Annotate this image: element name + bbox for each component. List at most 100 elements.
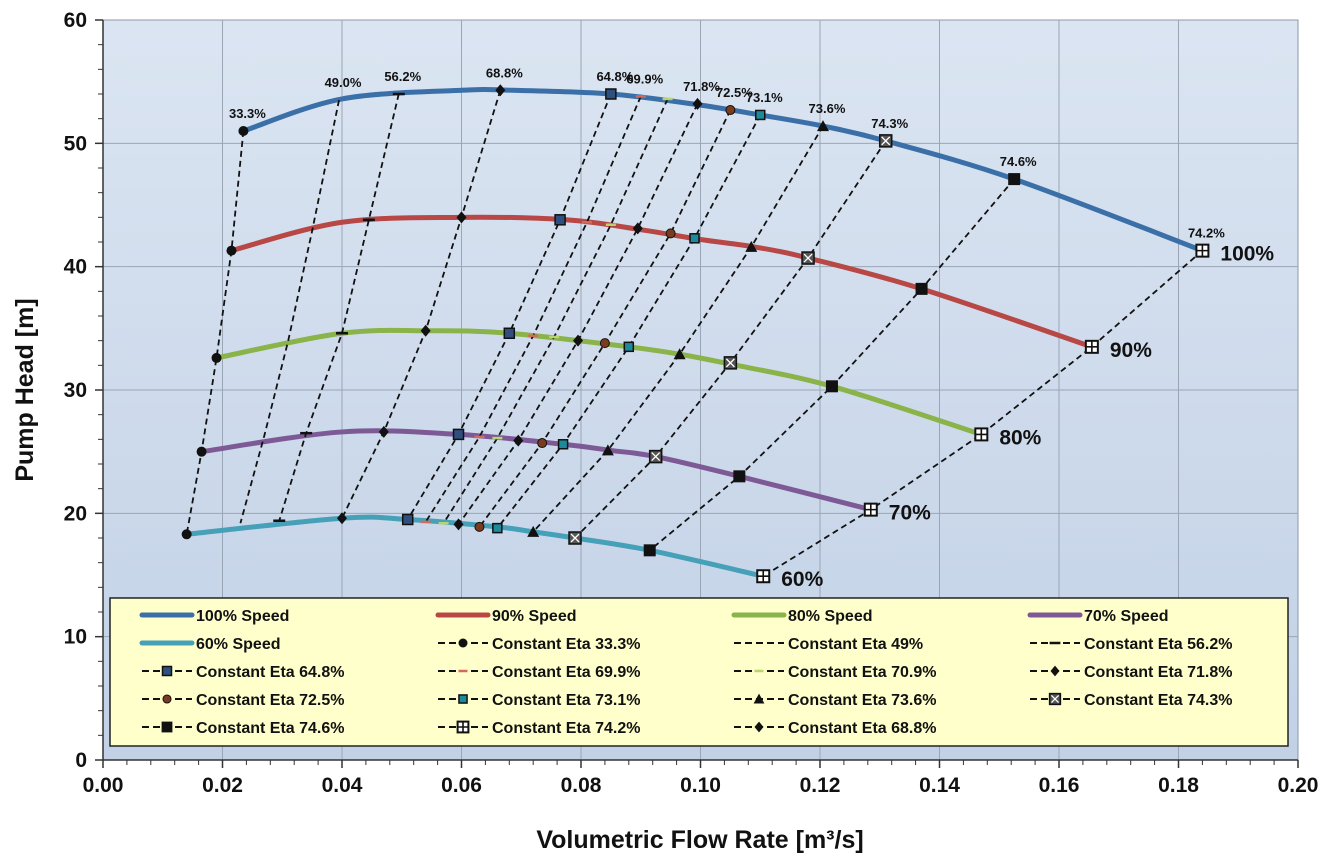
eta-marker-constant-eta-72-5 (537, 438, 548, 449)
speed-end-label-90: 90% (1110, 339, 1152, 362)
x-tick-label: 0.08 (561, 774, 602, 797)
legend-swatch-marker (753, 693, 765, 704)
legend-label: Constant Eta 73.6% (788, 692, 936, 709)
eta-label-constant-eta-69-9: 69.9% (626, 71, 663, 86)
legend-label: 100% Speed (196, 608, 289, 625)
legend-item-constant-eta-72-5: Constant Eta 72.5% (142, 692, 344, 709)
legend-swatch-marker (162, 694, 172, 704)
legend-label: Constant Eta 74.6% (196, 720, 344, 737)
eta-marker-constant-eta-71-8 (453, 518, 464, 531)
eta-marker-constant-eta-64-8 (554, 214, 566, 226)
eta-marker-constant-eta-68-8 (456, 211, 467, 224)
eta-marker-constant-eta-68-8 (378, 425, 389, 438)
eta-marker-constant-eta-74-6 (915, 282, 928, 295)
x-tick-label: 0.12 (800, 774, 841, 797)
eta-marker-constant-eta-74-2 (974, 427, 989, 442)
legend-label: Constant Eta 72.5% (196, 692, 344, 709)
legend-label: 80% Speed (788, 608, 872, 625)
legend-label: Constant Eta 33.3% (492, 636, 640, 653)
eta-label-constant-eta-71-8: 71.8% (683, 79, 720, 94)
speed-end-label-70: 70% (889, 502, 931, 525)
legend-swatch-marker (1048, 692, 1062, 706)
legend-label: Constant Eta 74.2% (492, 720, 640, 737)
eta-marker-constant-eta-71-8 (692, 97, 703, 110)
eta-marker-constant-eta-33-3 (238, 126, 249, 136)
legend-label: Constant Eta 71.8% (1084, 664, 1232, 681)
x-tick-label: 0.14 (919, 774, 960, 797)
eta-marker-constant-eta-74-3 (801, 251, 815, 265)
legend-item-constant-eta-74-6: Constant Eta 74.6% (142, 720, 344, 737)
eta-marker-constant-eta-74-2-plus (1196, 244, 1209, 257)
legend-item-constant-eta-49: Constant Eta 49% (734, 636, 923, 653)
eta-marker-constant-eta-74-2 (756, 569, 771, 584)
eta-marker-constant-eta-74-2 (1195, 243, 1210, 258)
legend-box (109, 597, 1289, 747)
legend-label: Constant Eta 68.8% (788, 720, 936, 737)
eta-marker-constant-eta-74-6 (733, 470, 746, 483)
eta-marker-constant-eta-72-5 (599, 338, 610, 349)
x-tick-label: 0.18 (1158, 774, 1199, 797)
x-tick-label: 0.02 (202, 774, 243, 797)
eta-marker-constant-eta-73-6 (816, 120, 829, 132)
eta-marker-constant-eta-73-1 (623, 341, 635, 353)
y-tick-label: 30 (64, 379, 87, 402)
legend-swatch-marker (458, 694, 468, 704)
legend-item-100-speed: 100% Speed (139, 608, 289, 625)
eta-label-constant-eta-72-5: 72.5% (716, 85, 753, 100)
eta-marker-constant-eta-64-8 (605, 88, 617, 100)
y-tick-label: 0 (75, 749, 87, 772)
eta-marker-constant-eta-74-3-cross (570, 533, 580, 543)
eta-line-constant-eta-73-1 (496, 114, 762, 529)
eta-line-constant-eta-74-6 (649, 178, 1015, 552)
x-tick-label: 0.10 (680, 774, 721, 797)
eta-marker-constant-eta-74-3 (568, 531, 582, 545)
eta-marker-constant-eta-74-3 (878, 134, 893, 148)
legend-label: 90% Speed (492, 608, 576, 625)
legend-item-constant-eta-73-1: Constant Eta 73.1% (438, 692, 640, 709)
y-tick-label: 20 (64, 502, 87, 525)
legend-label: 60% Speed (196, 636, 280, 653)
x-tick-label: 0.20 (1278, 774, 1319, 797)
legend-item-constant-eta-33-3: Constant Eta 33.3% (438, 636, 640, 653)
eta-marker-constant-eta-68-8 (495, 84, 506, 97)
eta-marker-constant-eta-33-3 (211, 352, 222, 363)
speed-end-label-80: 80% (999, 426, 1041, 449)
eta-marker-constant-eta-71-8 (632, 222, 643, 235)
eta-marker-constant-eta-33-3 (226, 245, 237, 256)
eta-line-constant-eta-64-8 (406, 93, 612, 520)
x-tick-label: 0.06 (441, 774, 482, 797)
eta-marker-constant-eta-73-1 (755, 109, 766, 121)
legend-item-60-speed: 60% Speed (139, 636, 280, 653)
eta-marker-constant-eta-73-6 (745, 240, 758, 252)
eta-marker-constant-eta-74-3 (723, 356, 738, 370)
eta-marker-constant-eta-73-6 (527, 525, 540, 537)
legend-item-80-speed: 80% Speed (731, 608, 872, 625)
y-tick-label: 10 (64, 626, 87, 649)
legend-swatch-marker-cross (1050, 694, 1060, 704)
legend-swatch-marker (1050, 665, 1060, 677)
legend-item-constant-eta-69-9: Constant Eta 69.9% (438, 664, 640, 681)
x-tick-label: 0.00 (83, 774, 124, 797)
legend-label: 70% Speed (1084, 608, 1168, 625)
eta-marker-constant-eta-72-5 (725, 105, 736, 116)
legend-label: Constant Eta 56.2% (1084, 636, 1232, 653)
legend-item-constant-eta-70-9: Constant Eta 70.9% (734, 664, 936, 681)
eta-line-constant-eta-73-6 (532, 125, 824, 533)
eta-marker-constant-eta-74-2 (1084, 339, 1099, 354)
legend-swatch-marker (456, 720, 470, 734)
eta-marker-constant-eta-72-5 (665, 228, 676, 239)
eta-marker-constant-eta-74-6 (643, 544, 656, 557)
eta-label-constant-eta-74-6: 74.6% (1000, 154, 1037, 169)
eta-marker-constant-eta-74-3-cross (651, 452, 661, 462)
eta-marker-constant-eta-71-8 (513, 434, 524, 447)
eta-marker-constant-eta-64-8 (452, 428, 465, 441)
legend-swatch-marker-plus (457, 721, 469, 733)
eta-marker-constant-eta-73-6 (673, 348, 686, 360)
eta-marker-constant-eta-68-8 (337, 512, 347, 525)
eta-line-constant-eta-74-2 (762, 249, 1203, 577)
legend-swatch-marker (161, 665, 173, 677)
x-axis-title: Volumetric Flow Rate [m³/s] (536, 826, 863, 854)
legend-label: Constant Eta 69.9% (492, 664, 640, 681)
